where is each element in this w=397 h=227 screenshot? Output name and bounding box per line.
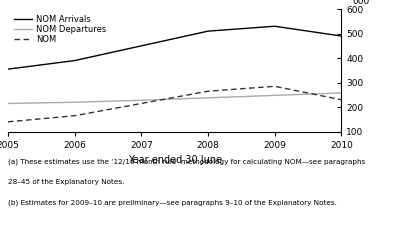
- X-axis label: Year ended 30 June: Year ended 30 June: [127, 155, 222, 165]
- Text: 000: 000: [353, 0, 370, 6]
- NOM Arrivals: [272, 25, 277, 28]
- NOM Arrivals: [139, 44, 144, 47]
- NOM: [272, 85, 277, 88]
- Line: NOM Departures: NOM Departures: [8, 93, 341, 104]
- NOM Departures: [272, 94, 277, 97]
- NOM: [339, 99, 344, 101]
- NOM Arrivals: [72, 59, 77, 62]
- Text: 28–45 of the Explanatory Notes.: 28–45 of the Explanatory Notes.: [8, 179, 124, 185]
- Line: NOM Arrivals: NOM Arrivals: [8, 26, 341, 69]
- NOM Departures: [339, 91, 344, 94]
- NOM Departures: [139, 99, 144, 102]
- NOM Departures: [72, 101, 77, 104]
- Text: (b) Estimates for 2009–10 are preliminary—see paragraphs 9–10 of the Explanatory: (b) Estimates for 2009–10 are preliminar…: [8, 200, 337, 206]
- Legend: NOM Arrivals, NOM Departures, NOM: NOM Arrivals, NOM Departures, NOM: [12, 13, 108, 46]
- NOM Arrivals: [339, 35, 344, 37]
- NOM: [139, 102, 144, 105]
- Line: NOM: NOM: [8, 86, 341, 122]
- NOM Departures: [206, 96, 210, 99]
- NOM Arrivals: [6, 68, 10, 71]
- NOM Departures: [6, 102, 10, 105]
- NOM: [72, 114, 77, 117]
- Text: (a) These estimates use the ‘12/16 month rule’ methodology for calculating NOM—s: (a) These estimates use the ‘12/16 month…: [8, 159, 365, 165]
- NOM: [6, 121, 10, 123]
- NOM Arrivals: [206, 30, 210, 32]
- NOM: [206, 90, 210, 93]
